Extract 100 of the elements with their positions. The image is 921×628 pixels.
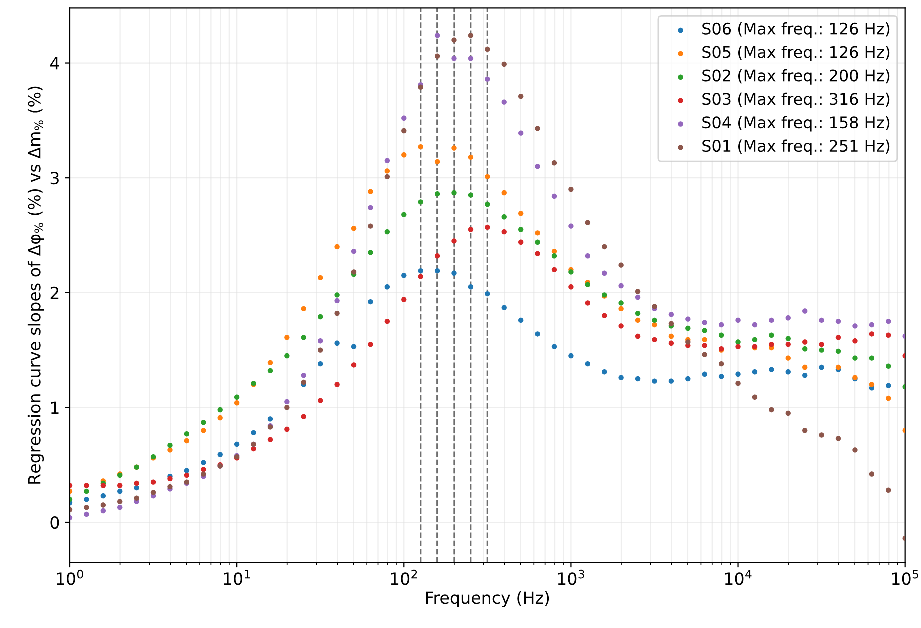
point xyxy=(434,192,440,197)
point xyxy=(201,420,206,426)
point xyxy=(318,398,324,404)
point xyxy=(384,318,390,324)
point xyxy=(318,275,324,281)
point xyxy=(886,332,892,338)
point xyxy=(268,416,274,422)
point xyxy=(869,382,875,388)
point xyxy=(84,488,90,494)
point xyxy=(268,360,274,366)
point xyxy=(602,313,608,318)
point xyxy=(618,300,624,306)
point xyxy=(852,448,858,453)
point xyxy=(535,164,540,170)
point xyxy=(736,372,741,377)
x-tick-label: 10$^{3}$ xyxy=(558,570,584,586)
point xyxy=(118,504,123,510)
point xyxy=(652,322,658,328)
point xyxy=(318,338,324,344)
point xyxy=(535,251,540,256)
point xyxy=(568,224,574,229)
y-tick-label: 0 xyxy=(50,516,60,530)
point xyxy=(251,446,256,452)
point xyxy=(836,318,842,324)
point xyxy=(652,337,658,343)
point xyxy=(518,318,524,324)
point xyxy=(351,226,357,232)
point xyxy=(552,344,558,350)
point xyxy=(552,254,558,259)
point xyxy=(635,334,641,340)
point xyxy=(418,144,424,150)
point xyxy=(334,244,340,250)
point xyxy=(802,308,808,314)
point xyxy=(585,254,591,259)
point xyxy=(886,383,892,388)
point xyxy=(618,324,624,329)
point xyxy=(819,364,824,370)
point xyxy=(802,340,808,345)
point xyxy=(218,415,223,421)
point xyxy=(268,437,274,442)
point xyxy=(134,480,140,486)
point xyxy=(852,324,858,329)
point xyxy=(168,442,173,448)
point xyxy=(852,338,858,344)
point xyxy=(718,361,724,367)
point xyxy=(836,335,842,340)
point xyxy=(318,348,324,353)
point xyxy=(802,346,808,352)
point xyxy=(334,310,340,316)
point xyxy=(869,332,875,337)
point xyxy=(118,483,123,488)
point xyxy=(585,361,591,367)
point xyxy=(118,499,123,504)
point xyxy=(168,484,173,490)
point xyxy=(535,240,540,245)
point xyxy=(234,394,240,400)
y-axis-title: Regression curve slopes of Δφ$_{%}$ (%) vs Δm$_{%}$ (%) xyxy=(28,86,44,484)
point xyxy=(718,322,724,328)
point xyxy=(452,146,457,151)
point xyxy=(434,54,440,59)
point xyxy=(150,490,156,496)
point xyxy=(786,342,791,348)
point xyxy=(468,56,474,62)
point xyxy=(284,399,290,405)
point xyxy=(886,364,892,369)
legend-label: S04 (Max freq.: 158 Hz) xyxy=(702,116,890,132)
point xyxy=(351,248,357,254)
point xyxy=(668,321,674,326)
point xyxy=(184,438,190,444)
point xyxy=(485,76,490,82)
point xyxy=(552,160,558,166)
point xyxy=(100,502,106,508)
point xyxy=(201,472,206,477)
point xyxy=(84,512,90,518)
point xyxy=(468,192,474,198)
point xyxy=(184,468,190,474)
y-tick-label: 1 xyxy=(52,402,59,414)
point xyxy=(434,159,440,165)
point xyxy=(434,33,440,38)
point xyxy=(518,240,524,245)
point xyxy=(368,189,374,194)
point xyxy=(752,322,758,328)
point xyxy=(201,460,206,466)
point xyxy=(168,448,173,453)
point xyxy=(368,224,374,229)
point xyxy=(769,367,774,372)
point xyxy=(351,362,357,368)
point xyxy=(452,38,457,43)
point xyxy=(150,480,156,485)
point xyxy=(836,436,842,442)
point xyxy=(334,382,340,388)
point xyxy=(334,340,340,346)
point xyxy=(568,186,574,192)
point xyxy=(168,476,173,482)
point xyxy=(535,230,540,236)
legend-label: S06 (Max freq.: 126 Hz) xyxy=(702,22,890,38)
point xyxy=(284,353,290,359)
point xyxy=(284,405,290,410)
point xyxy=(635,376,641,382)
point xyxy=(84,504,90,510)
